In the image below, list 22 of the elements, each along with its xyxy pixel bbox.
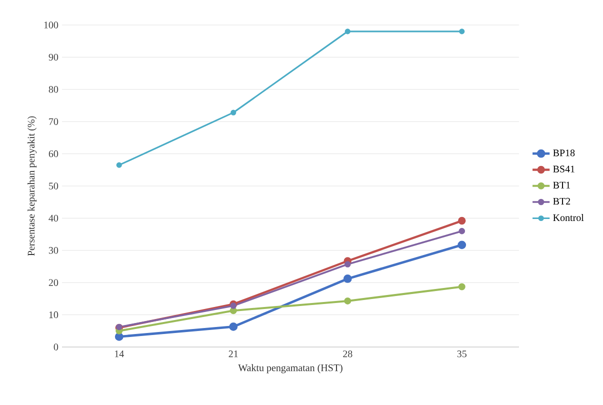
y-tick-label: 0 (54, 344, 58, 350)
x-tick-label: 14 (115, 350, 124, 358)
legend-label: BT2 (553, 198, 570, 205)
y-tick-label: 60 (48, 150, 58, 158)
x-tick-label: 28 (343, 350, 352, 358)
y-tick-label: 40 (48, 214, 58, 222)
y-tick-label: 80 (48, 86, 58, 93)
x-tick-label: 21 (228, 350, 238, 358)
y-tick-label: 100 (44, 22, 58, 28)
y-tick-label: 70 (49, 118, 58, 125)
legend-label: BT1 (553, 182, 570, 188)
y-tick-label: 30 (48, 247, 58, 254)
y-tick-label: 10 (49, 311, 58, 318)
x-tick-label: 35 (457, 350, 466, 358)
x-axis-title: Waktu pengamatan (HST) (238, 364, 342, 374)
y-tick-label: 50 (49, 182, 58, 190)
legend-label: BP18 (553, 150, 575, 156)
y-axis-title: Persentase keparahan penyakit (%) (27, 116, 37, 256)
y-tick-label: 90 (48, 54, 58, 61)
legend-label: Kontrol (553, 214, 584, 222)
legend-label: BS41 (553, 166, 574, 172)
y-tick-label: 20 (48, 279, 58, 286)
